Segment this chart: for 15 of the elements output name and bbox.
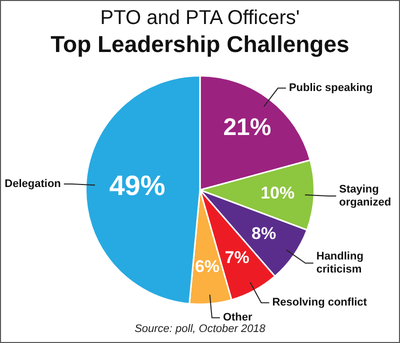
data-label: 21%: [223, 114, 272, 141]
chart-title: PTO and PTA Officers': [99, 7, 301, 30]
slice-label: Handling criticism: [316, 250, 364, 276]
slice-label: Delegation: [4, 178, 62, 190]
slice-label: Staying organized: [339, 184, 392, 209]
source-note: Source: poll, October 2018: [134, 323, 266, 335]
data-label: 6%: [194, 257, 220, 276]
data-label: 49%: [109, 170, 166, 201]
data-label: 10%: [260, 183, 295, 202]
data-label: 8%: [252, 224, 276, 243]
slice-label: Resolving conflict: [272, 296, 368, 309]
slice-label: Public speaking: [288, 82, 373, 94]
chart-subtitle: Top Leadership Challenges: [50, 31, 350, 58]
data-label: 7%: [224, 248, 250, 267]
slice-label: Other: [222, 312, 254, 324]
